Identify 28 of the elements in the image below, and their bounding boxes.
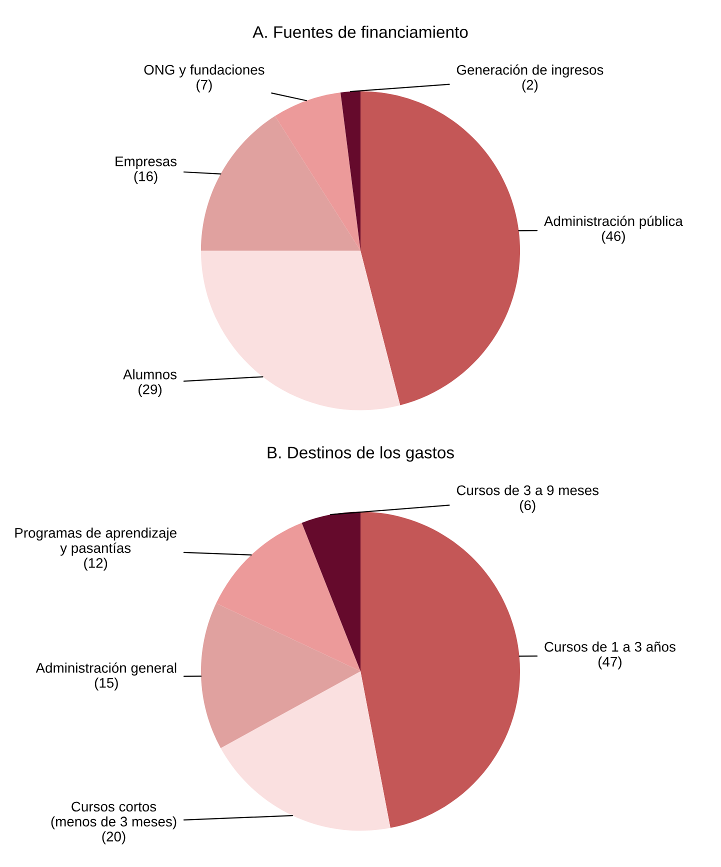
slice-label: Administración pública [544, 216, 683, 229]
chart-title: B. Destinos de los gastos [268, 446, 454, 462]
data-label: (15) [94, 678, 118, 691]
pie-slice [360, 512, 520, 828]
slice-label: Empresas [116, 156, 177, 170]
slice-label: Alumnos [123, 369, 177, 380]
pie-slice [220, 671, 390, 831]
slice-label: Cursos de 3 a 9 meses [456, 484, 599, 496]
data-label: (29) [138, 384, 162, 398]
chart-title: A. Fuentes de financiamiento [252, 26, 468, 38]
data-label: (46) [602, 230, 625, 244]
pie-slice [200, 250, 400, 410]
data-label: (6) [520, 500, 536, 513]
data-label: (7) [196, 79, 212, 92]
slice-label: Generación de ingresos [456, 64, 604, 78]
slice-label: Administración general [36, 662, 176, 676]
data-label: (12) [84, 558, 108, 571]
slice-label: Programas de aprendizaje y pasantías [15, 528, 176, 556]
data-label: (20) [102, 831, 126, 844]
data-label: (47) [598, 656, 622, 670]
pie-slice [360, 91, 520, 406]
slice-label: ONG y fundaciones [144, 64, 264, 78]
pie-slice [302, 512, 360, 672]
slice-label: Cursos cortos (menos de 3 meses) [51, 802, 176, 830]
data-label: (2) [522, 80, 538, 92]
data-label: (16) [134, 171, 158, 184]
slice-label: Cursos de 1 a 3 años [544, 642, 676, 652]
pie-slice [340, 91, 360, 251]
